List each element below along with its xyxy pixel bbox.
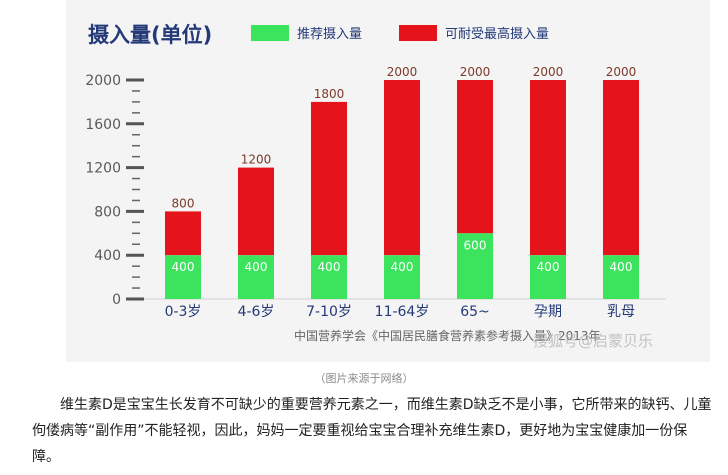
bar-max-label-4: 2000 [460, 65, 491, 79]
bar-max-0 [165, 211, 201, 256]
y-tick-label: 0 [112, 292, 121, 308]
bar-recommended-label-6: 400 [610, 260, 633, 274]
bar-max-3 [384, 80, 420, 256]
figure-caption: （图片来源于网络） [314, 372, 414, 385]
chart-title: 摄入量(单位) [88, 23, 212, 47]
bar-max-5 [530, 80, 566, 256]
x-tick-label-6: 乳母 [607, 304, 635, 320]
y-tick-label: 1200 [85, 161, 121, 177]
bar-max-label-5: 2000 [533, 65, 564, 79]
bar-recommended-6 [603, 255, 639, 299]
y-tick-label: 2000 [85, 73, 121, 89]
x-tick-label-3: 11-64岁 [375, 304, 430, 320]
legend-label-max: 可耐受最高摄入量 [445, 26, 549, 42]
x-axis-labels: 0-3岁 4-6岁 7-10岁 11-64岁 65~ 孕期 乳母 [165, 304, 635, 320]
bar-max-4 [457, 80, 493, 234]
legend-swatch-max [399, 25, 437, 41]
source-note: 中国营养学会《中国居民膳食营养素参考摄入量》2013年 [294, 328, 601, 343]
bar-recommended-3 [384, 255, 420, 299]
bar-max-6 [603, 80, 639, 256]
x-tick-label-0: 0-3岁 [165, 304, 202, 320]
x-tick-label-4: 65~ [460, 304, 490, 320]
x-tick-label-2: 7-10岁 [306, 304, 352, 320]
y-tick-label: 400 [94, 248, 121, 264]
legend-swatch-recommended [251, 25, 289, 41]
bar-recommended-4 [457, 233, 493, 299]
bar-recommended-label-4: 600 [464, 238, 487, 252]
bar-recommended-label-0: 400 [172, 260, 195, 274]
y-tick-label: 1600 [85, 117, 121, 133]
bar-max-label-3: 2000 [387, 65, 418, 79]
x-tick-label-5: 孕期 [534, 304, 562, 320]
bar-max-label-6: 2000 [606, 65, 637, 79]
bar-max-2 [311, 101, 347, 256]
bar-recommended-5 [530, 255, 566, 299]
bar-recommended-1 [238, 255, 274, 299]
x-tick-label-1: 4-6岁 [238, 304, 275, 320]
chart-panel: 摄入量(单位) 推荐摄入量 可耐受最高摄入量 0 400 800 1200 1600 20… [66, 0, 710, 362]
legend-label-recommended: 推荐摄入量 [297, 27, 362, 42]
bar-max-1 [238, 167, 274, 256]
bar-recommended-label-2: 400 [318, 260, 341, 274]
bar-recommended-label-3: 400 [391, 260, 414, 274]
bar-max-label-2: 1800 [314, 87, 345, 101]
bar-recommended-label-5: 400 [537, 260, 560, 274]
intake-chart: 摄入量(单位) 推荐摄入量 可耐受最高摄入量 0 400 800 1200 1600 20… [85, 23, 666, 350]
y-tick-label: 800 [94, 204, 121, 220]
watermark: 搜狐号@启蒙贝乐 [533, 332, 653, 350]
bar-recommended-2 [311, 255, 347, 299]
article-paragraph: 维生素D是宝宝生长发育不可缺少的重要营养元素之一，而维生素D缺乏不是小事，它所带… [32, 397, 712, 465]
bar-max-label-0: 800 [172, 196, 195, 210]
bar-recommended-label-1: 400 [245, 260, 268, 274]
bar-max-label-1: 1200 [241, 153, 272, 167]
bar-recommended-0 [165, 255, 201, 299]
bars: 800 400 1200 400 1800 400 2000 400 2000 600 2000 40… [165, 65, 639, 299]
